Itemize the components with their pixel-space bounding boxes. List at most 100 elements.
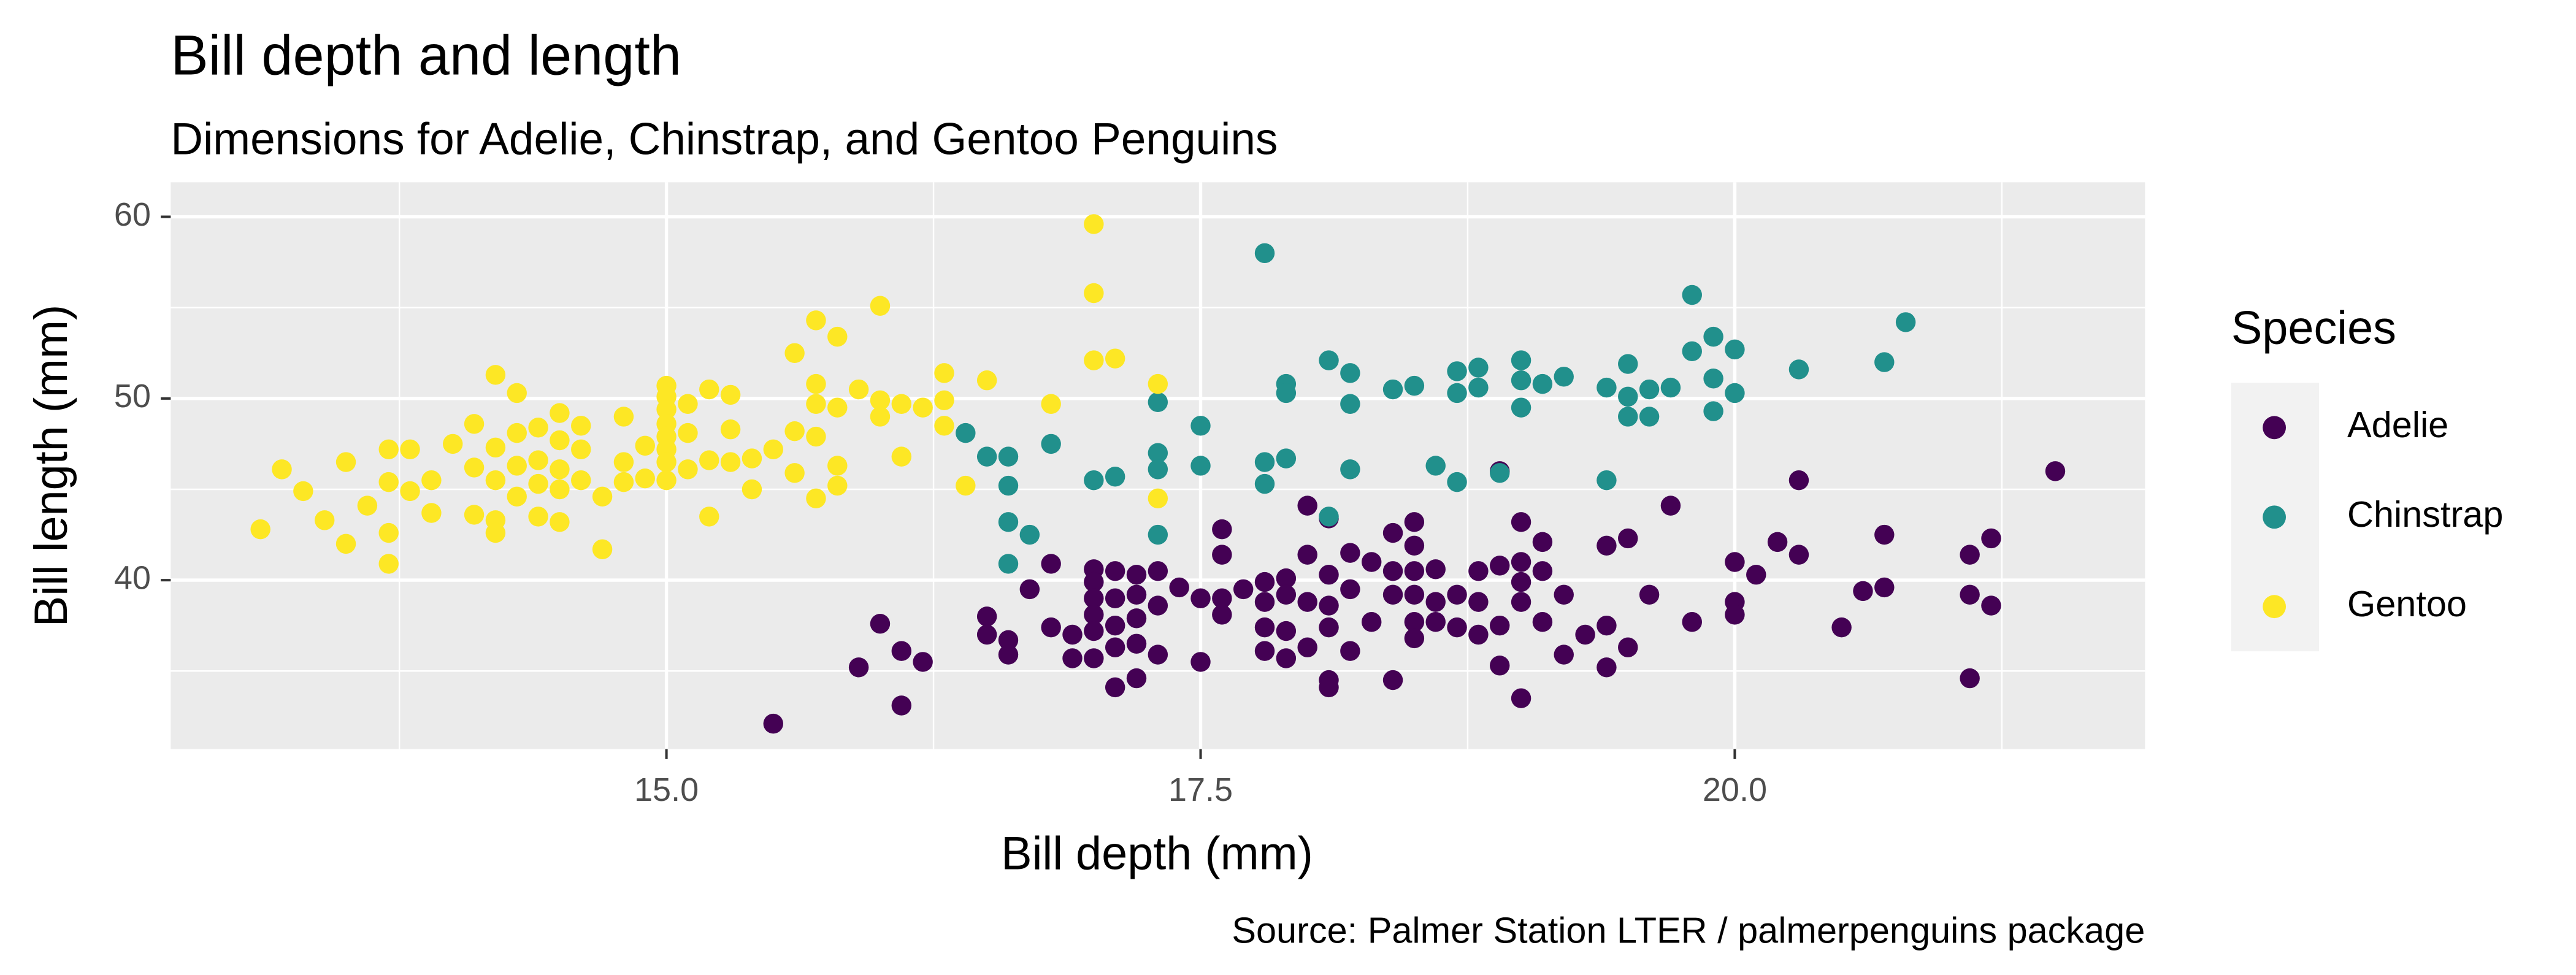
point: [378, 554, 399, 574]
point: [1233, 579, 1254, 600]
point: [1554, 367, 1574, 387]
point: [571, 470, 591, 491]
point: [1105, 637, 1125, 657]
point: [806, 310, 826, 331]
point: [1639, 584, 1660, 605]
point: [1254, 617, 1275, 638]
point: [613, 407, 634, 427]
point: [1126, 608, 1147, 629]
y-axis-title: Bill length (mm): [25, 305, 77, 627]
point: [976, 606, 997, 627]
point: [1254, 641, 1275, 661]
point: [1041, 434, 1061, 454]
point: [891, 446, 912, 467]
point: [528, 507, 548, 527]
point: [1126, 564, 1147, 585]
point: [1084, 350, 1104, 370]
point: [742, 448, 762, 468]
point: [635, 435, 655, 456]
point: [998, 446, 1019, 467]
point: [806, 394, 826, 414]
point: [1874, 577, 1895, 598]
caption: Source: Palmer Station LTER / palmerpeng…: [1232, 909, 2145, 950]
point: [891, 394, 912, 414]
point: [806, 426, 826, 447]
point: [1126, 584, 1147, 605]
point: [1105, 561, 1125, 581]
point: [1511, 592, 1531, 612]
point: [1319, 677, 1339, 698]
point: [571, 439, 591, 460]
point: [1597, 657, 1617, 678]
point: [1084, 214, 1104, 234]
point: [1746, 564, 1766, 585]
point: [1511, 397, 1531, 418]
point: [1340, 579, 1360, 600]
point: [1682, 341, 1702, 362]
point: [1340, 543, 1360, 563]
point: [1297, 592, 1317, 612]
point: [1084, 283, 1104, 304]
point: [656, 452, 677, 472]
point: [1148, 488, 1168, 509]
point: [1062, 624, 1083, 645]
point: [1340, 459, 1360, 480]
point: [635, 468, 655, 489]
chart-subtitle: Dimensions for Adelie, Chinstrap, and Ge…: [171, 115, 1278, 164]
point: [1618, 407, 1638, 427]
point: [464, 457, 485, 478]
point: [1597, 615, 1617, 636]
point: [1425, 559, 1446, 579]
point: [1490, 615, 1510, 636]
point: [613, 452, 634, 472]
point: [293, 481, 313, 502]
point: [870, 613, 891, 634]
legend-key: [2263, 595, 2287, 619]
point: [827, 397, 848, 418]
point: [314, 510, 335, 530]
series-points: [250, 214, 1168, 574]
point: [272, 459, 292, 480]
point: [1511, 572, 1531, 592]
point: [1084, 588, 1104, 608]
point: [870, 390, 891, 411]
point: [485, 437, 506, 458]
legend-label: Chinstrap: [2347, 494, 2503, 535]
point: [1148, 443, 1168, 463]
point: [1404, 375, 1425, 396]
point: [1382, 522, 1403, 543]
point: [1618, 354, 1638, 374]
point: [1831, 617, 1852, 638]
point: [1276, 383, 1297, 403]
point: [678, 459, 698, 480]
point: [1468, 624, 1489, 645]
point: [550, 512, 570, 532]
point: [998, 475, 1019, 496]
point: [1041, 554, 1061, 574]
y-tick-label: 60: [114, 196, 151, 233]
point: [1532, 532, 1553, 552]
point: [1148, 595, 1168, 616]
point: [913, 652, 933, 672]
point: [827, 326, 848, 347]
point: [1105, 588, 1125, 608]
point: [443, 434, 463, 454]
point: [956, 422, 976, 443]
point: [571, 416, 591, 436]
point: [1297, 637, 1317, 657]
point: [763, 439, 783, 460]
legend-title: Species: [2231, 302, 2396, 354]
chart-title: Bill depth and length: [171, 25, 681, 87]
point: [678, 394, 698, 414]
point: [1618, 528, 1638, 549]
point: [507, 383, 527, 403]
point: [976, 446, 997, 467]
point: [1703, 369, 1723, 389]
point: [528, 450, 548, 470]
point: [1447, 584, 1467, 605]
point: [720, 419, 741, 440]
point: [913, 397, 933, 418]
point: [1425, 592, 1446, 612]
point: [1084, 621, 1104, 641]
